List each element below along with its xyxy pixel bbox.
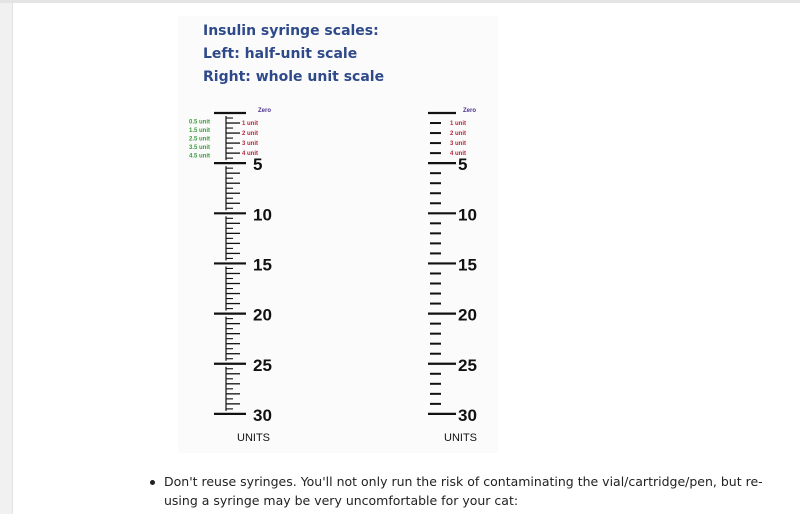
major-label: 20: [458, 306, 477, 325]
major-label: 30: [253, 406, 272, 425]
unit-label: 1 unit: [242, 121, 258, 127]
zero-label: Zero: [258, 108, 271, 114]
major-label: 15: [458, 255, 477, 274]
unit-label: 4 unit: [450, 151, 466, 157]
zero-label: Zero: [463, 108, 476, 114]
half-unit-label: 1.5 unit: [189, 128, 210, 134]
major-label: 10: [253, 205, 272, 224]
units-label-left: UNITS: [237, 432, 270, 444]
caption-line-1: Insulin syringe scales:: [203, 23, 379, 39]
major-label: 5: [253, 155, 262, 174]
major-label: 20: [253, 306, 272, 325]
list-item-dont-reuse: Don't reuse syringes. You'll not only ru…: [150, 472, 770, 510]
left-margin-bar: [0, 3, 13, 514]
unit-label: 3 unit: [450, 141, 466, 147]
major-label: 25: [458, 356, 477, 375]
major-label: 5: [458, 155, 467, 174]
units-label-right: UNITS: [444, 432, 477, 444]
top-border: [0, 0, 800, 3]
bullet-text: Don't reuse syringes. You'll not only ru…: [164, 474, 763, 508]
unit-label: 3 unit: [242, 141, 258, 147]
unit-label: 1 unit: [450, 121, 466, 127]
caption-line-2: Left: half-unit scale: [203, 46, 358, 62]
major-label: 30: [458, 406, 477, 425]
half-unit-label: 4.5 unit: [189, 153, 210, 159]
unit-label: 2 unit: [242, 131, 258, 137]
major-label: 15: [253, 255, 272, 274]
unit-label: 2 unit: [450, 131, 466, 137]
syringe-scales-image: [178, 16, 498, 453]
half-unit-label: 3.5 unit: [189, 145, 210, 151]
caption-line-3: Right: whole unit scale: [203, 69, 385, 85]
half-unit-label: 2.5 unit: [189, 136, 210, 142]
half-unit-label: 0.5 unit: [189, 119, 210, 125]
figure-caption: Insulin syringe scales: Left: half-unit …: [203, 20, 384, 89]
bullet-icon: [150, 480, 155, 485]
major-label: 25: [253, 356, 272, 375]
unit-label: 4 unit: [242, 151, 258, 157]
major-label: 10: [458, 205, 477, 224]
